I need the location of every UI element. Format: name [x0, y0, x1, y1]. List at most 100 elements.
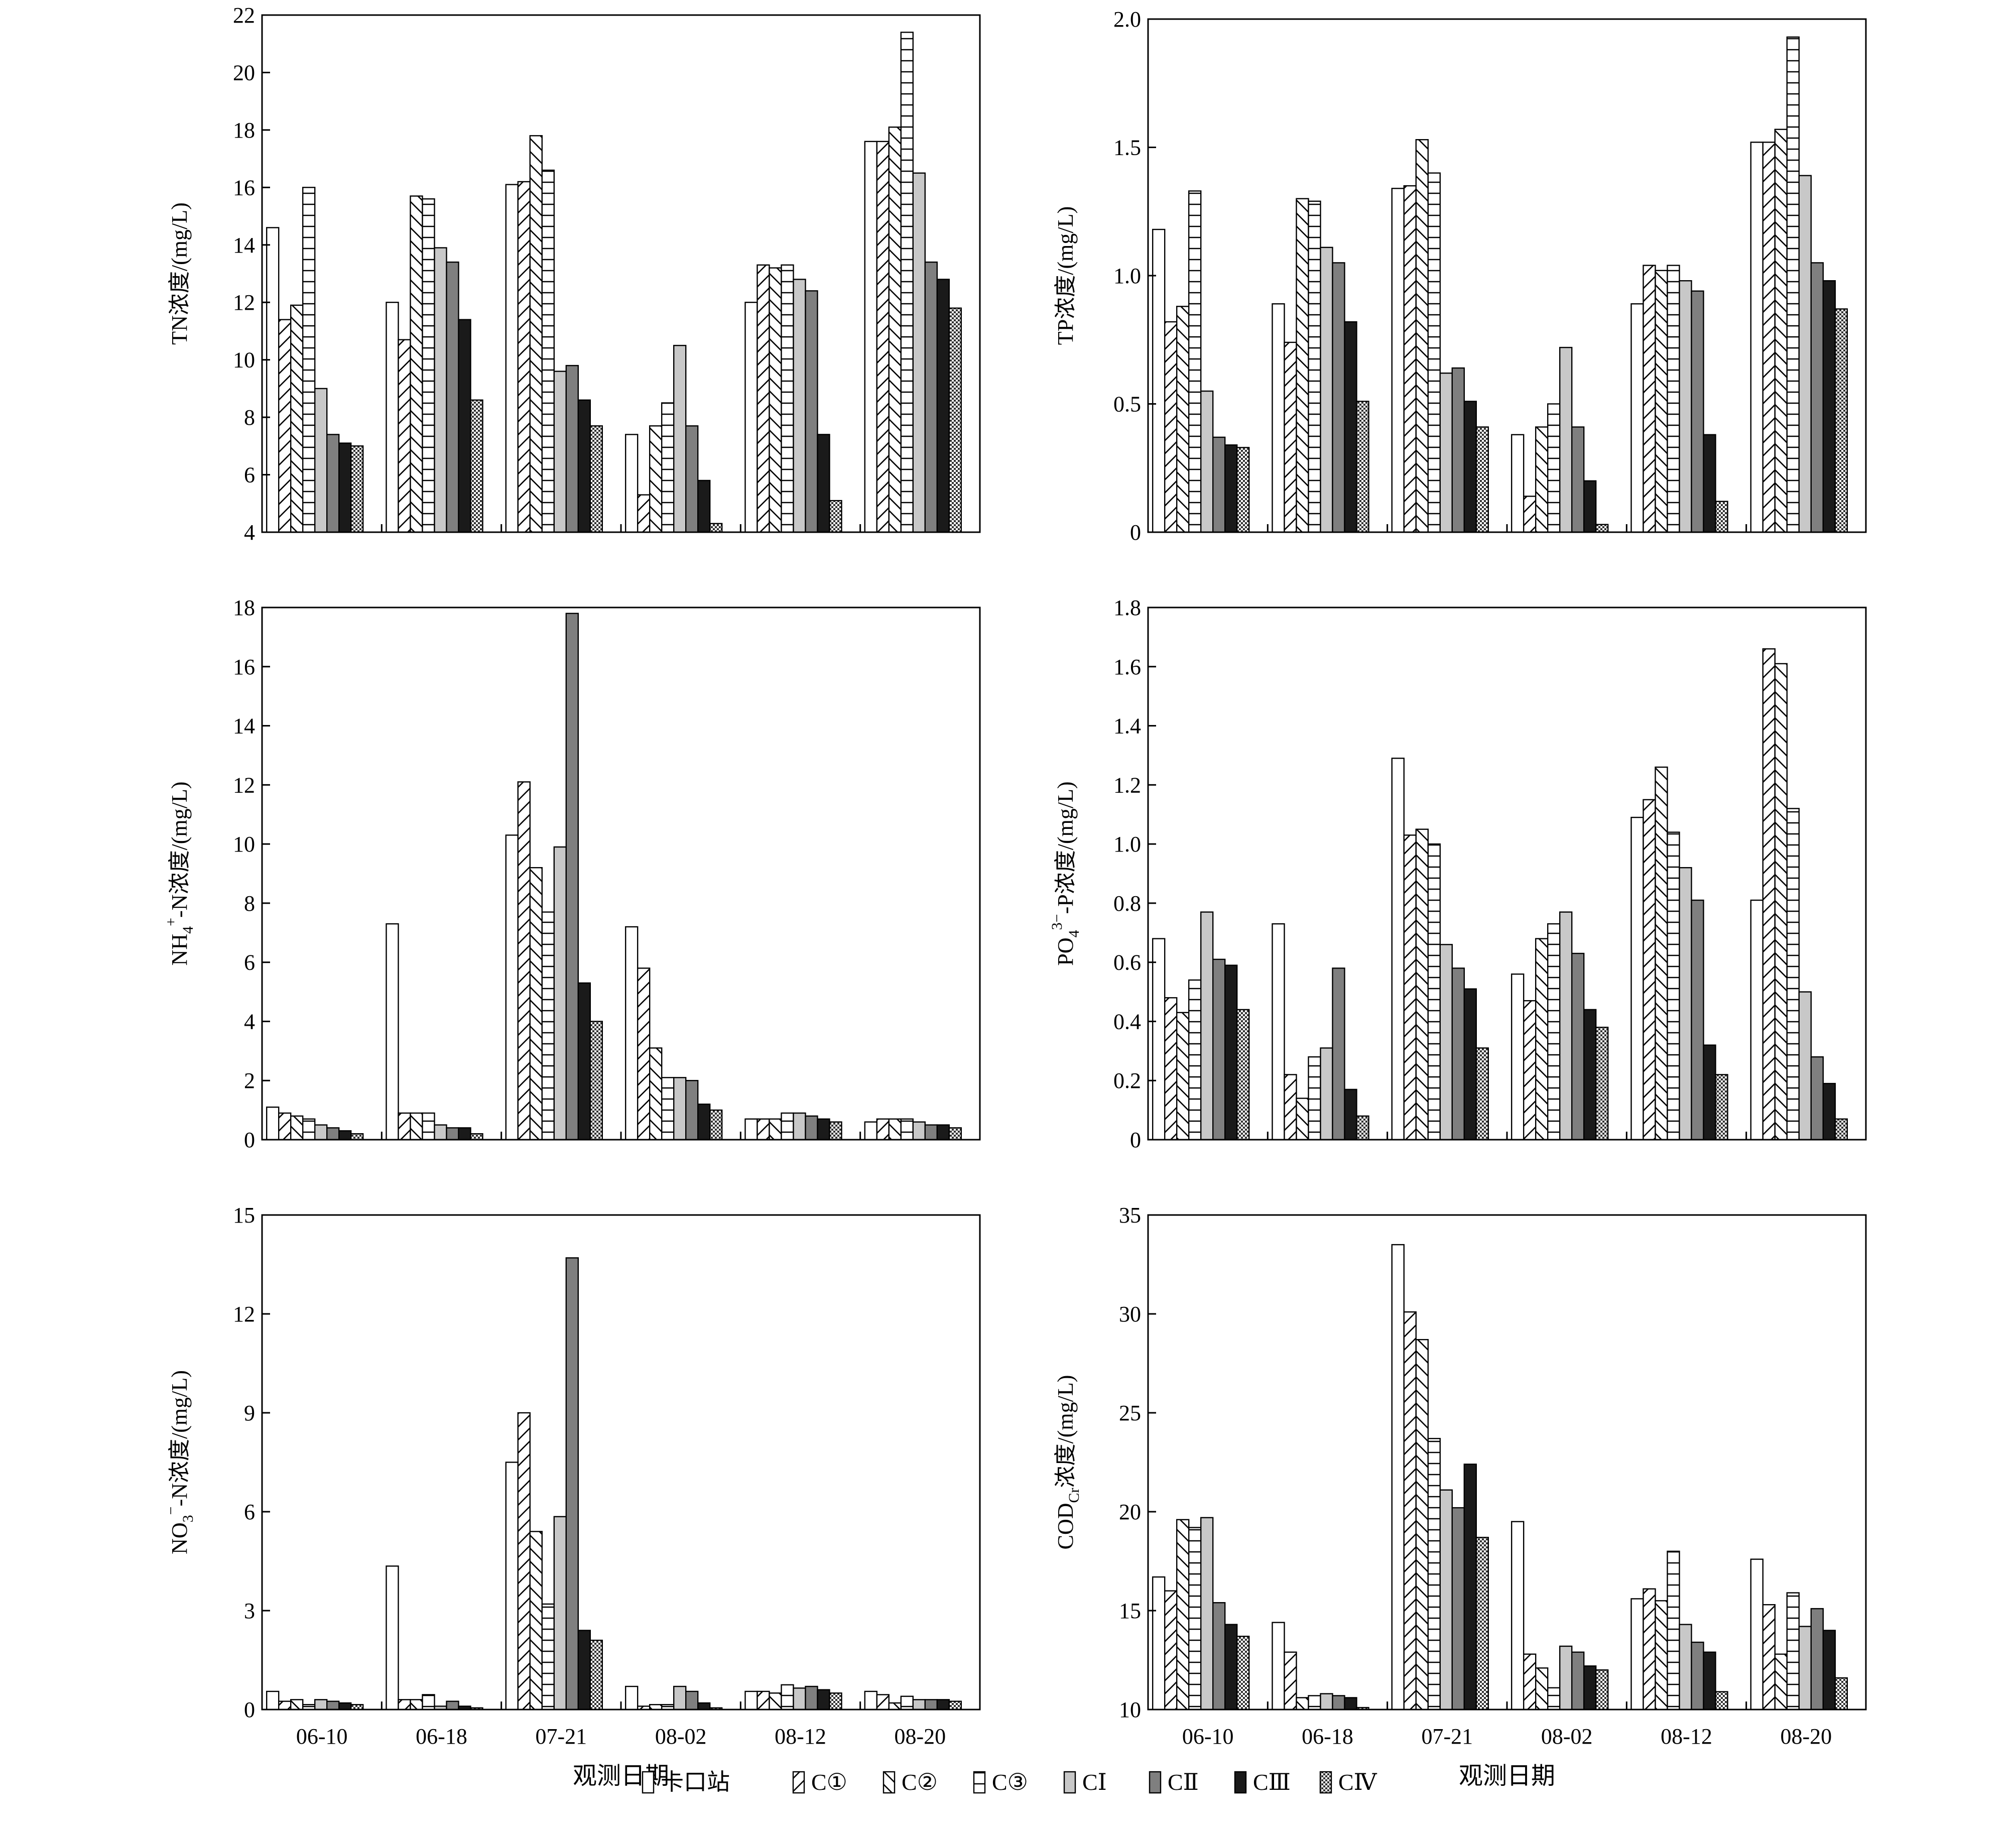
bar-4-06-18-s1	[1272, 923, 1285, 1141]
bar-6-06-10-s6	[1212, 1602, 1226, 1711]
bar-4-07-21-s1	[1391, 758, 1405, 1141]
bar-4-08-02-s1	[1510, 973, 1525, 1141]
y-tick-label: 35	[1119, 1203, 1141, 1228]
bar-1-08-02-s3	[649, 425, 663, 533]
legend-item-5: CⅠ	[1063, 1769, 1107, 1795]
x-tick-label: 08-12	[1661, 1724, 1712, 1749]
bar-2-06-18-s6	[1332, 262, 1345, 533]
bar-4-06-18-s7	[1344, 1088, 1357, 1141]
y-tick-label: 3	[244, 1599, 255, 1623]
bar-6-08-12-s1	[1630, 1598, 1644, 1711]
y-tick-label: 0.8	[1113, 891, 1141, 916]
bar-3-08-20-s1	[864, 1121, 878, 1141]
bar-3-07-21-s3	[529, 867, 543, 1141]
bar-6-08-20-s4	[1786, 1592, 1800, 1711]
bar-2-07-21-s3	[1415, 139, 1429, 533]
y-axis-label: TN浓度/(mg/L)	[167, 202, 192, 345]
legend-item-2: C①	[792, 1769, 847, 1795]
x-tick-label: 06-10	[296, 1724, 348, 1749]
bar-2-08-20-s5	[1798, 175, 1812, 533]
bar-4-08-20-s1	[1750, 899, 1764, 1141]
bar-1-08-12-s2	[757, 264, 770, 533]
bar-2-06-10-s4	[1188, 190, 1202, 533]
bar-1-08-12-s5	[793, 279, 806, 533]
y-tick-label: 10	[233, 348, 255, 373]
bar-4-08-12-s7	[1703, 1044, 1716, 1141]
bar-6-08-12-s3	[1655, 1600, 1668, 1711]
bar-5-08-02-s1	[624, 1685, 639, 1711]
bar-2-08-02-s8	[1595, 524, 1609, 533]
bar-2-07-21-s4	[1427, 172, 1441, 533]
x-tick-label: 07-21	[1422, 1724, 1473, 1749]
bar-2-08-02-s2	[1523, 496, 1537, 533]
bar-6-06-10-s1	[1152, 1576, 1166, 1711]
chart-panel-5: 0 3 6 9 12 15 06-10 06-18 07-21 08-02 08-12 08-20 观测…	[163, 1203, 981, 1789]
bar-1-08-20-s2	[876, 141, 890, 533]
bar-2-06-18-s2	[1284, 341, 1297, 533]
bar-2-08-12-s3	[1655, 270, 1668, 533]
bar-2-06-18-s1	[1272, 303, 1285, 533]
bar-1-06-18-s8	[470, 399, 483, 533]
bar-2-08-12-s6	[1691, 290, 1704, 533]
chart-panel-4: 0 0.2 0.4 0.6 0.8 1.0 1.2 1.4 1.6 1.8 PO43−-P浓度/(m…	[1049, 595, 1867, 1152]
bar-3-06-10-s1	[266, 1106, 280, 1141]
legend-label: CⅡ	[1168, 1769, 1199, 1795]
x-tick-label: 08-12	[775, 1724, 826, 1749]
bar-5-08-12-s1	[744, 1690, 758, 1711]
bar-1-08-02-s7	[697, 479, 711, 533]
legend-swatch	[973, 1771, 986, 1794]
bar-6-07-21-s5	[1439, 1489, 1453, 1711]
bar-6-08-12-s7	[1703, 1651, 1716, 1711]
bar-1-06-10-s7	[338, 442, 352, 533]
bar-4-06-18-s6	[1332, 967, 1345, 1141]
bar-6-08-20-s6	[1810, 1608, 1824, 1711]
bar-6-07-21-s1	[1391, 1244, 1405, 1711]
bar-2-08-12-s4	[1667, 265, 1680, 533]
y-tick-label: 18	[233, 595, 255, 620]
bar-2-06-18-s5	[1320, 247, 1333, 533]
bar-2-07-21-s2	[1403, 185, 1417, 533]
bar-4-07-21-s7	[1463, 988, 1477, 1141]
bar-2-06-10-s3	[1176, 306, 1190, 533]
bar-2-06-10-s7	[1224, 444, 1238, 533]
bar-3-07-21-s4	[541, 911, 555, 1141]
bar-2-08-12-s1	[1630, 303, 1644, 533]
bar-4-08-20-s3	[1774, 663, 1788, 1141]
bar-5-06-18-s2	[398, 1699, 411, 1711]
bar-5-07-21-s1	[505, 1462, 519, 1711]
y-tick-label: 20	[1119, 1500, 1141, 1524]
bar-3-06-10-s6	[326, 1127, 340, 1141]
y-tick-label: 9	[244, 1401, 255, 1425]
bar-4-08-12-s5	[1679, 867, 1692, 1141]
bar-5-06-10-s1	[266, 1690, 280, 1711]
bar-3-06-18-s7	[458, 1127, 471, 1141]
bar-3-08-12-s4	[781, 1112, 794, 1141]
bar-4-06-18-s8	[1356, 1115, 1369, 1141]
y-axis-label: TP浓度/(mg/L)	[1053, 206, 1078, 345]
bar-5-08-20-s7	[936, 1699, 950, 1711]
bar-4-06-18-s5	[1320, 1047, 1333, 1141]
bar-5-08-20-s3	[888, 1702, 902, 1711]
y-tick-label: 6	[244, 463, 255, 488]
bar-3-08-20-s3	[888, 1118, 902, 1141]
bar-3-08-20-s2	[876, 1118, 890, 1141]
bar-3-06-18-s1	[386, 923, 399, 1141]
bar-6-06-18-s6	[1332, 1695, 1345, 1711]
bar-5-08-02-s5	[673, 1685, 687, 1711]
bar-3-08-02-s1	[624, 926, 639, 1141]
bar-3-08-02-s4	[661, 1077, 675, 1141]
bar-6-07-21-s7	[1463, 1464, 1477, 1711]
bar-5-08-12-s3	[769, 1692, 782, 1711]
bar-4-08-02-s3	[1535, 938, 1549, 1141]
bar-6-08-02-s5	[1559, 1645, 1573, 1711]
bar-1-07-21-s6	[565, 364, 579, 533]
y-tick-label: 8	[244, 405, 255, 430]
bar-4-08-12-s3	[1655, 766, 1668, 1141]
x-tick-label: 06-10	[1182, 1724, 1234, 1749]
bar-4-07-21-s5	[1439, 944, 1453, 1141]
bar-1-06-10-s1	[266, 227, 280, 533]
bar-4-06-18-s4	[1308, 1056, 1321, 1141]
bar-3-08-02-s3	[649, 1047, 663, 1141]
bar-2-06-18-s3	[1296, 198, 1309, 533]
